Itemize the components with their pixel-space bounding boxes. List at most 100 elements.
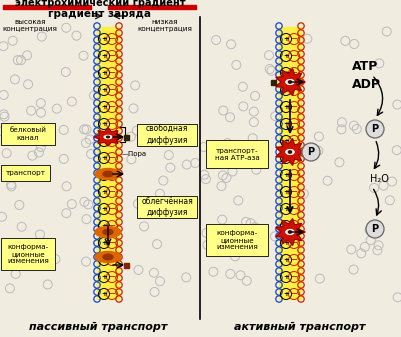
Text: белковый
канал: белковый канал bbox=[10, 127, 47, 141]
Circle shape bbox=[302, 143, 320, 161]
Text: +: + bbox=[101, 155, 107, 161]
Text: +: + bbox=[101, 36, 107, 42]
Text: +: + bbox=[283, 138, 289, 144]
Text: транспорт: транспорт bbox=[6, 170, 45, 176]
Text: −: − bbox=[109, 86, 115, 94]
Text: +: + bbox=[283, 121, 289, 127]
Text: P: P bbox=[371, 224, 379, 234]
Ellipse shape bbox=[286, 229, 294, 234]
Text: +: + bbox=[101, 189, 107, 195]
FancyBboxPatch shape bbox=[1, 165, 50, 181]
FancyBboxPatch shape bbox=[206, 224, 268, 256]
Ellipse shape bbox=[104, 135, 112, 139]
Text: +: + bbox=[283, 172, 289, 178]
Polygon shape bbox=[276, 219, 305, 245]
Text: −: − bbox=[109, 68, 115, 78]
Text: −: − bbox=[109, 255, 115, 265]
Bar bbox=[271, 80, 276, 85]
Text: −: − bbox=[109, 52, 115, 61]
Text: активный транспорт: активный транспорт bbox=[234, 322, 366, 332]
Text: транспорт-
ная АТР-аза: транспорт- ная АТР-аза bbox=[215, 148, 259, 160]
Text: электрохимический градиент: электрохимический градиент bbox=[15, 0, 185, 8]
Text: P: P bbox=[371, 124, 379, 134]
Text: +: + bbox=[101, 223, 107, 229]
Text: конформа-
ционные
изменения: конформа- ционные изменения bbox=[216, 230, 258, 250]
Text: −: − bbox=[290, 52, 298, 61]
Text: ATP: ATP bbox=[352, 61, 379, 73]
Text: H₂O: H₂O bbox=[370, 174, 389, 184]
Text: +: + bbox=[101, 121, 107, 127]
Text: −: − bbox=[109, 136, 115, 146]
Text: +: + bbox=[101, 138, 107, 144]
Text: −: − bbox=[109, 289, 115, 299]
Text: +: + bbox=[283, 104, 289, 110]
Text: конформа-
ционные
изменения: конформа- ционные изменения bbox=[7, 244, 49, 264]
Text: −: − bbox=[290, 205, 298, 214]
Text: +: + bbox=[101, 104, 107, 110]
Ellipse shape bbox=[286, 150, 294, 154]
Text: −: − bbox=[290, 187, 298, 196]
Text: −: − bbox=[109, 34, 115, 43]
Circle shape bbox=[366, 220, 384, 238]
Text: −: − bbox=[109, 273, 115, 281]
Text: +: + bbox=[283, 291, 289, 297]
Ellipse shape bbox=[103, 171, 113, 177]
Polygon shape bbox=[94, 128, 122, 146]
Bar bbox=[124, 135, 129, 140]
Text: +: + bbox=[101, 240, 107, 246]
Text: +: + bbox=[283, 189, 289, 195]
Text: −: − bbox=[109, 239, 115, 247]
FancyBboxPatch shape bbox=[137, 196, 197, 218]
Text: −: − bbox=[290, 255, 298, 265]
Ellipse shape bbox=[103, 254, 113, 260]
Ellipse shape bbox=[286, 80, 294, 84]
Text: +: + bbox=[101, 291, 107, 297]
Text: −: − bbox=[109, 153, 115, 162]
Text: −: − bbox=[290, 239, 298, 247]
Text: −: − bbox=[109, 102, 115, 112]
Text: облегчённая
диффузия: облегчённая диффузия bbox=[141, 197, 193, 217]
Text: −: − bbox=[290, 120, 298, 128]
Text: +: + bbox=[101, 172, 107, 178]
Text: −: − bbox=[109, 120, 115, 128]
Text: +: + bbox=[101, 274, 107, 280]
FancyBboxPatch shape bbox=[1, 238, 55, 270]
Text: −: − bbox=[109, 205, 115, 214]
Text: −: − bbox=[109, 221, 115, 231]
Text: +: + bbox=[101, 257, 107, 263]
Text: ADP: ADP bbox=[352, 79, 381, 92]
Text: +: + bbox=[283, 223, 289, 229]
Ellipse shape bbox=[95, 168, 121, 180]
Text: +: + bbox=[283, 70, 289, 76]
Text: P: P bbox=[308, 147, 314, 157]
FancyBboxPatch shape bbox=[1, 123, 55, 145]
Text: +: + bbox=[283, 87, 289, 93]
Ellipse shape bbox=[288, 81, 292, 83]
Text: −: − bbox=[290, 289, 298, 299]
Text: −: − bbox=[290, 171, 298, 180]
Text: −: − bbox=[290, 273, 298, 281]
Ellipse shape bbox=[103, 229, 113, 235]
Text: высокая
концентрация: высокая концентрация bbox=[2, 19, 57, 32]
Ellipse shape bbox=[95, 226, 121, 238]
Text: +: + bbox=[283, 53, 289, 59]
Ellipse shape bbox=[95, 251, 121, 263]
Text: +: + bbox=[283, 257, 289, 263]
FancyBboxPatch shape bbox=[206, 140, 268, 168]
Text: +: + bbox=[101, 53, 107, 59]
Text: −: − bbox=[290, 221, 298, 231]
Text: −: − bbox=[290, 68, 298, 78]
Text: +: + bbox=[101, 206, 107, 212]
Text: +: + bbox=[283, 274, 289, 280]
Text: —Пора: —Пора bbox=[122, 151, 147, 157]
Text: −: − bbox=[290, 34, 298, 43]
FancyBboxPatch shape bbox=[137, 124, 197, 146]
Text: +: + bbox=[283, 240, 289, 246]
Text: пассивный транспорт: пассивный транспорт bbox=[29, 322, 167, 332]
Ellipse shape bbox=[106, 136, 109, 138]
Bar bbox=[124, 263, 129, 268]
Circle shape bbox=[366, 120, 384, 138]
Polygon shape bbox=[276, 69, 305, 95]
Text: низкая
концентрация: низкая концентрация bbox=[138, 19, 192, 32]
Text: +: + bbox=[101, 87, 107, 93]
